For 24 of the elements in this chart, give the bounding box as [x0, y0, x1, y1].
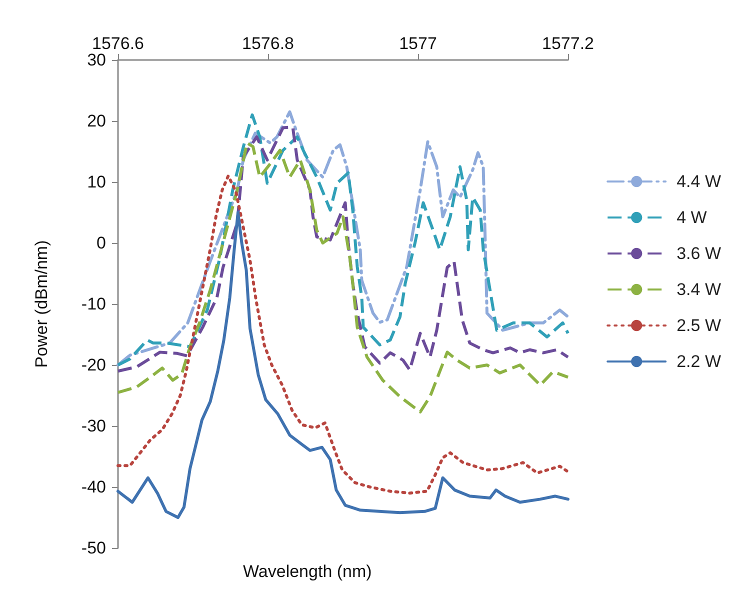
- legend-label: 2.5 W: [676, 316, 722, 335]
- y-tick-label: -50: [81, 538, 106, 558]
- y-tick-label: 0: [96, 234, 106, 252]
- x-tick-label: 1577.2: [542, 34, 594, 53]
- legend-label: 2.2 W: [676, 352, 722, 371]
- y-tick-label: -40: [81, 478, 106, 496]
- y-tick-label: -30: [81, 416, 106, 436]
- line-series: [116, 174, 570, 495]
- y-tick-label: -10: [81, 294, 106, 314]
- line-series: [116, 211, 570, 519]
- x-tick-label: 1577: [399, 34, 437, 53]
- legend-label: 4 W: [676, 208, 707, 227]
- x-tick-label: 1576.8: [242, 34, 294, 53]
- line-series: [116, 141, 570, 414]
- legend-label: 4.4 W: [676, 172, 722, 191]
- y-tick-label: 30: [87, 50, 106, 70]
- y-tick-label: 20: [87, 112, 106, 130]
- legend-label: 3.4 W: [676, 280, 722, 299]
- y-tick-label: -20: [81, 356, 106, 374]
- legend-label: 3.6 W: [676, 244, 722, 263]
- x-axis-title: Wavelength (nm): [243, 562, 372, 581]
- x-tick-label: 1576.6: [92, 34, 144, 53]
- y-tick-label: 10: [87, 172, 106, 192]
- y-axis-title: Power (dBm/nm): [32, 240, 51, 368]
